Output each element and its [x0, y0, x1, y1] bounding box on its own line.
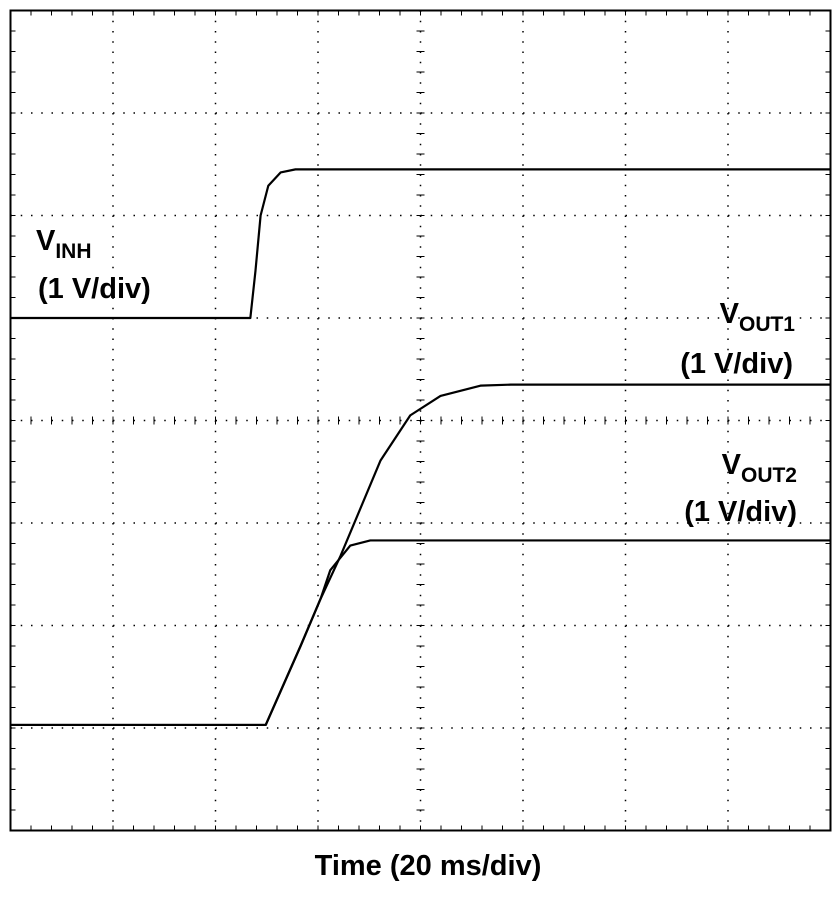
label-main: V: [720, 298, 740, 330]
trace-line: [10, 168, 831, 320]
label-main: V: [36, 225, 56, 257]
grid: [9, 9, 832, 832]
trace-scale: (1 V/div): [680, 348, 793, 380]
label-sub: OUT2: [741, 464, 797, 487]
trace-label: VINH: [36, 225, 92, 263]
traces: [10, 168, 831, 727]
label-main: V: [722, 449, 742, 481]
trace-line: [10, 539, 831, 727]
trace-label: VOUT1: [720, 298, 796, 336]
trace-scale: (1 V/div): [38, 273, 151, 305]
label-sub: INH: [55, 240, 91, 263]
trace-scale: (1 V/div): [684, 496, 797, 528]
trace-label: VOUT2: [722, 449, 797, 487]
x-axis-label: Time (20 ms/div): [315, 850, 542, 882]
label-sub: OUT1: [739, 313, 795, 336]
